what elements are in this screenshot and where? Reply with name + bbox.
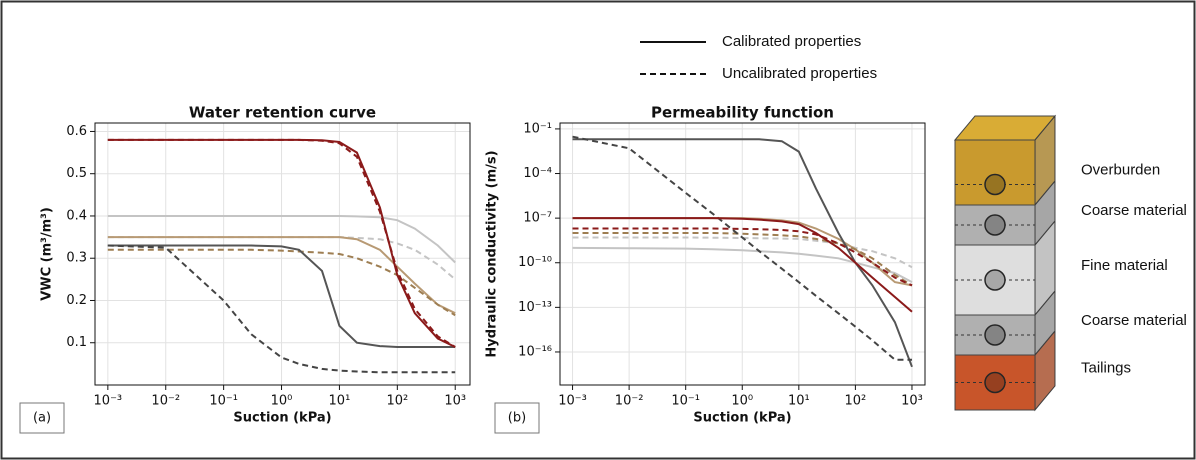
y-tick-label: 0.3 bbox=[66, 251, 87, 266]
layer-dot bbox=[984, 371, 1006, 394]
x-tick-label: 10⁰ bbox=[271, 394, 293, 409]
curve bbox=[107, 236, 456, 315]
panel-label-box bbox=[494, 402, 540, 434]
layer-shade bbox=[1035, 291, 1055, 355]
y-tick-label: 0.5 bbox=[66, 166, 87, 181]
x-tick-label: 10⁻² bbox=[151, 394, 180, 409]
curve bbox=[107, 138, 456, 348]
curve bbox=[107, 215, 456, 264]
legend-label: Calibrated properties bbox=[722, 33, 861, 50]
x-tick-label: 10⁰ bbox=[731, 394, 753, 409]
y-tick-label: 10⁻¹³ bbox=[518, 300, 552, 315]
x-tick-label: 10⁻³ bbox=[558, 394, 587, 409]
y-tick-label: 10⁻¹⁶ bbox=[518, 344, 552, 359]
layer-side bbox=[1034, 329, 1056, 412]
curve bbox=[572, 135, 912, 361]
chart-title: Water retention curve bbox=[189, 104, 376, 122]
y-axis-label: Hydraulic conductivity (m/s) bbox=[485, 150, 500, 357]
curve bbox=[572, 232, 913, 287]
curve bbox=[107, 248, 456, 317]
axes-frame bbox=[94, 122, 471, 386]
x-tick-label: 10⁻³ bbox=[94, 394, 123, 409]
x-tick-label: 10¹ bbox=[329, 394, 351, 409]
x-tick-label: 10² bbox=[386, 394, 408, 409]
layer-label: Fine material bbox=[1081, 257, 1168, 274]
layer-dot bbox=[984, 324, 1006, 346]
x-tick-label: 10⁻¹ bbox=[209, 394, 238, 409]
layer-dot bbox=[984, 269, 1006, 291]
layer-shade bbox=[1035, 221, 1055, 315]
legend-label: Uncalibrated properties bbox=[722, 65, 877, 82]
layer-shade bbox=[1035, 331, 1055, 410]
y-tick-label: 10⁻¹ bbox=[523, 121, 552, 136]
y-tick-label: 0.6 bbox=[66, 124, 87, 139]
x-tick-label: 10² bbox=[845, 394, 867, 409]
layer-shade bbox=[1035, 116, 1055, 205]
layer-shade bbox=[1035, 181, 1055, 245]
y-tick-label: 0.4 bbox=[66, 208, 87, 223]
layer-label: Tailings bbox=[1081, 359, 1131, 376]
layer-dot bbox=[984, 173, 1006, 196]
y-tick-label: 10⁻⁷ bbox=[523, 211, 552, 226]
y-tick-label: 0.2 bbox=[66, 293, 87, 308]
curve bbox=[572, 217, 913, 313]
x-tick-label: 10³ bbox=[444, 394, 466, 409]
curve bbox=[572, 138, 913, 368]
y-tick-label: 10⁻¹⁰ bbox=[518, 255, 552, 270]
x-axis-label: Suction (kPa) bbox=[693, 411, 791, 426]
chart-title: Permeability function bbox=[651, 104, 834, 122]
curve bbox=[572, 227, 913, 287]
x-axis-label: Suction (kPa) bbox=[233, 411, 331, 426]
curve bbox=[107, 244, 456, 374]
y-tick-label: 0.1 bbox=[66, 335, 87, 350]
panel-label: (b) bbox=[508, 411, 526, 426]
curve bbox=[107, 244, 456, 348]
curve bbox=[572, 246, 913, 283]
layer-label: Overburden bbox=[1081, 161, 1160, 178]
panel-label-box bbox=[19, 402, 65, 434]
x-tick-label: 10³ bbox=[901, 394, 923, 409]
layer-dot bbox=[984, 214, 1006, 236]
layer-label: Coarse material bbox=[1081, 312, 1187, 329]
y-axis-label: VWC (m³/m³) bbox=[40, 207, 55, 301]
x-tick-label: 10¹ bbox=[788, 394, 810, 409]
layer-label: Coarse material bbox=[1081, 202, 1187, 219]
x-tick-label: 10⁻² bbox=[615, 394, 644, 409]
plot-area bbox=[95, 123, 470, 385]
panel-label: (a) bbox=[33, 411, 51, 426]
x-tick-label: 10⁻¹ bbox=[671, 394, 700, 409]
y-tick-label: 10⁻⁴ bbox=[523, 166, 552, 181]
axes-frame bbox=[559, 122, 926, 386]
